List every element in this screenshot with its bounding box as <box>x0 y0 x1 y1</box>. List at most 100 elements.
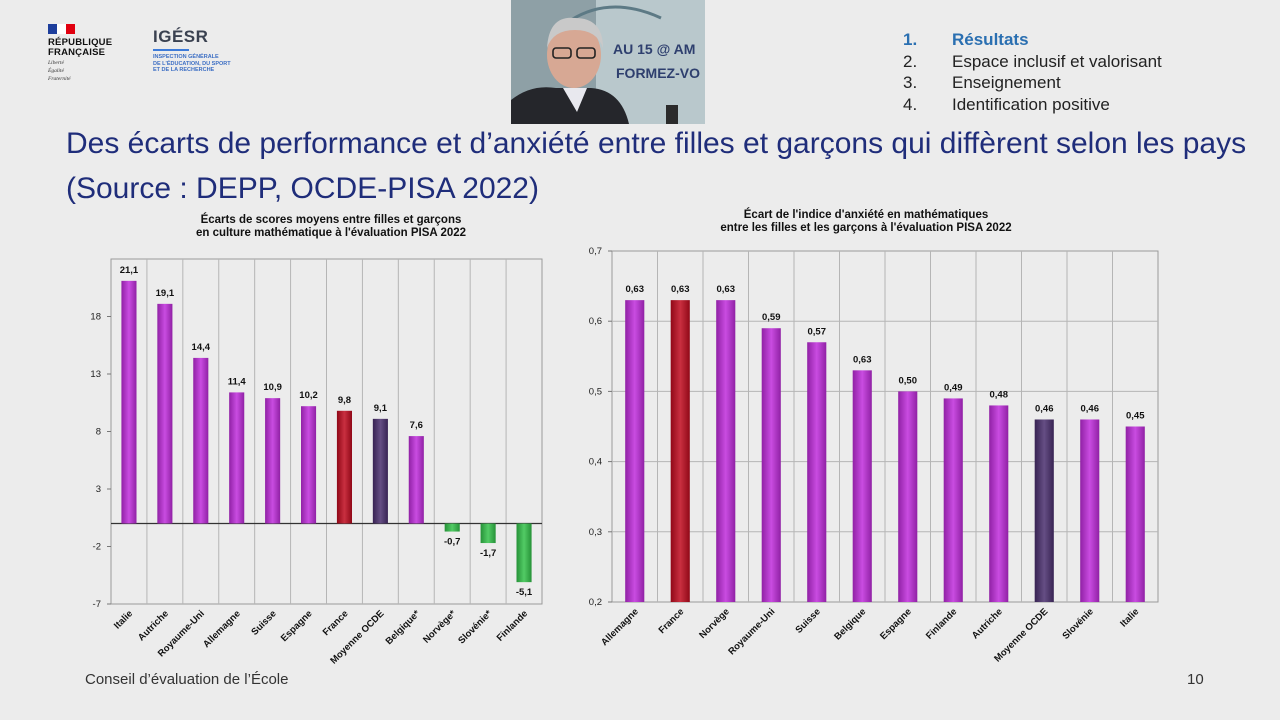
chart-1-bar-norv-ge- <box>444 523 460 532</box>
republique-francaise-logo: RÉPUBLIQUE FRANÇAISE Liberté Égalité Fra… <box>48 24 138 82</box>
igesr-title: IGÉSR <box>153 27 209 46</box>
chart-1-bar-finlande <box>516 523 532 583</box>
chart-2-category-label: Norvège <box>697 606 732 641</box>
chart-2-bar-belgique <box>852 370 872 602</box>
chart-1-bar-france <box>336 410 353 524</box>
chart-2-data-label: 0,46 <box>1035 403 1054 414</box>
chart-1-data-label: 7,6 <box>410 420 423 431</box>
chart-2-bar-espagne <box>898 391 918 602</box>
chart-2-category-label: Espagne <box>878 606 914 642</box>
chart-1-data-label: 10,2 <box>299 390 318 401</box>
chart-2-ytick-label: 0,2 <box>589 597 602 608</box>
speaker-glasses-left <box>552 47 572 59</box>
logo-motto-1: Liberté <box>48 60 64 66</box>
agenda-num: 1. <box>903 30 918 49</box>
chart-2-bar-finlande <box>943 398 963 602</box>
chart-2-data-label: 0,45 <box>1126 411 1145 422</box>
chart-1-bar-slov-nie- <box>480 523 496 544</box>
chart-1-bar-italie <box>121 280 137 524</box>
agenda-num: 4. <box>903 94 918 114</box>
agenda-label: Identification positive <box>952 94 1110 114</box>
chart-1-data-label: 11,4 <box>228 376 247 387</box>
chart-2-data-label: 0,57 <box>808 326 827 337</box>
chart-1-bar-moyenne-ocde <box>372 418 388 524</box>
agenda-label: Enseignement <box>952 73 1061 92</box>
chart-2-ytick-label: 0,7 <box>589 246 602 257</box>
chart-2-category-label: Slovénie <box>1060 606 1095 641</box>
chart-2-category-label: Suisse <box>793 606 822 635</box>
speaker-suit <box>511 87 629 124</box>
chart-1-bar-espagne <box>300 406 317 524</box>
chart-1-data-label: 10,9 <box>263 382 282 393</box>
chart-1-bar-autriche <box>157 303 173 524</box>
chart-1-ytick-label: 18 <box>90 312 101 323</box>
chart-1-category-label: Allemagne <box>201 608 243 650</box>
agenda-label: Espace inclusif et valorisant <box>952 51 1162 71</box>
speaker-video: AU 15 @ AM FORMEZ-VO <box>511 0 705 124</box>
chart-2-ytick-label: 0,3 <box>589 527 602 538</box>
agenda-num: 2. <box>903 51 918 71</box>
chart-1-data-label: 14,4 <box>192 342 211 353</box>
chart-1-category-label: Finlande <box>495 608 530 643</box>
chart-1-bar-suisse <box>265 398 281 524</box>
chart-1-data-label: 9,8 <box>338 395 351 406</box>
agenda-num: 3. <box>903 73 918 92</box>
french-flag-icon <box>48 24 75 34</box>
logo-line-2: FRANÇAISE <box>48 47 106 58</box>
chart-2-bar-royaume-uni <box>761 328 781 602</box>
chart-2-data-label: 0,63 <box>717 284 736 295</box>
chart-2-title-line-2: entre les filles et les garçons à l'éval… <box>720 222 1011 234</box>
chart-1-bar-royaume-uni <box>193 357 209 524</box>
chart-2-category-label: Royaume-Uni <box>726 606 777 657</box>
chart-2-category-label: Italie <box>1118 606 1141 629</box>
chart-2-data-label: 0,50 <box>899 375 918 386</box>
agenda-label: Résultats <box>952 30 1029 49</box>
chart-2-bar-slov-nie <box>1080 419 1100 602</box>
chart-2-bar-france <box>670 300 690 602</box>
chart-1-data-label: 9,1 <box>374 403 388 414</box>
chart-1-bar-allemagne <box>229 392 245 524</box>
chart-2-data-label: 0,46 <box>1081 403 1100 414</box>
chart-1-title-line-1: Écarts de scores moyens entre filles et … <box>201 213 462 226</box>
page-number: 10 <box>1187 671 1204 688</box>
footer-text: Conseil d’évaluation de l’École <box>85 671 289 688</box>
speaker-hair <box>547 17 603 48</box>
agenda-item-enseignement: 3. Enseignement <box>903 72 1162 94</box>
poster-text-2: FORMEZ-VO <box>616 65 700 81</box>
poster-drawing-line <box>570 5 662 22</box>
chart-2-ytick-label: 0,6 <box>589 316 602 327</box>
chart-2-category-label: Finlande <box>924 606 959 641</box>
chart-2-category-label: Autriche <box>970 606 1005 641</box>
agenda-item-resultats: 1. Résultats <box>903 29 1162 51</box>
igesr-sub-3: ET DE LA RECHERCHE <box>153 67 215 73</box>
chart-2-data-label: 0,49 <box>944 382 963 393</box>
chart-1-ytick-label: -2 <box>93 542 101 553</box>
agenda-item-espace: 2. Espace inclusif et valorisant <box>903 51 1162 73</box>
speaker-video-frame: AU 15 @ AM FORMEZ-VO <box>511 0 705 124</box>
slide-title: Des écarts de performance et d’anxiété e… <box>66 127 1247 205</box>
chart-2-ytick-label: 0,5 <box>589 386 602 397</box>
chart-1-ytick-label: 8 <box>96 427 101 438</box>
chart-2-bar-norv-ge <box>716 300 736 602</box>
chart-2-data-label: 0,59 <box>762 312 781 323</box>
chart-1-data-label: -5,1 <box>516 587 533 598</box>
chart-2-category-label: Belgique <box>832 606 868 642</box>
chart-1-category-label: France <box>321 608 351 638</box>
chart-2-title-line-1: Écart de l'indice d'anxiété en mathémati… <box>744 208 989 221</box>
microphone <box>666 105 678 124</box>
chart-2-data-label: 0,63 <box>671 284 690 295</box>
chart-1-category-label: Espagne <box>279 608 315 644</box>
chart-1-title-line-2: en culture mathématique à l'évaluation P… <box>196 227 466 239</box>
logo-motto-2: Égalité <box>48 68 64 74</box>
igesr-logo: IGÉSR INSPECTION GÉNÉRALE DE L'ÉDUCATION… <box>153 27 263 74</box>
chart-1-category-label: Italie <box>112 608 135 631</box>
chart-1-category-label: Slovénie* <box>456 608 494 646</box>
chart-1-category-label: Autriche <box>136 608 171 643</box>
logo-line-1: RÉPUBLIQUE <box>48 37 113 48</box>
chart-2-bar-autriche <box>989 405 1009 602</box>
chart-2-category-label: France <box>657 606 687 636</box>
chart-2-bar-moyenne-ocde <box>1034 419 1054 602</box>
igesr-accent-bar <box>153 49 189 51</box>
agenda-item-identification: 4. Identification positive <box>903 94 1162 116</box>
